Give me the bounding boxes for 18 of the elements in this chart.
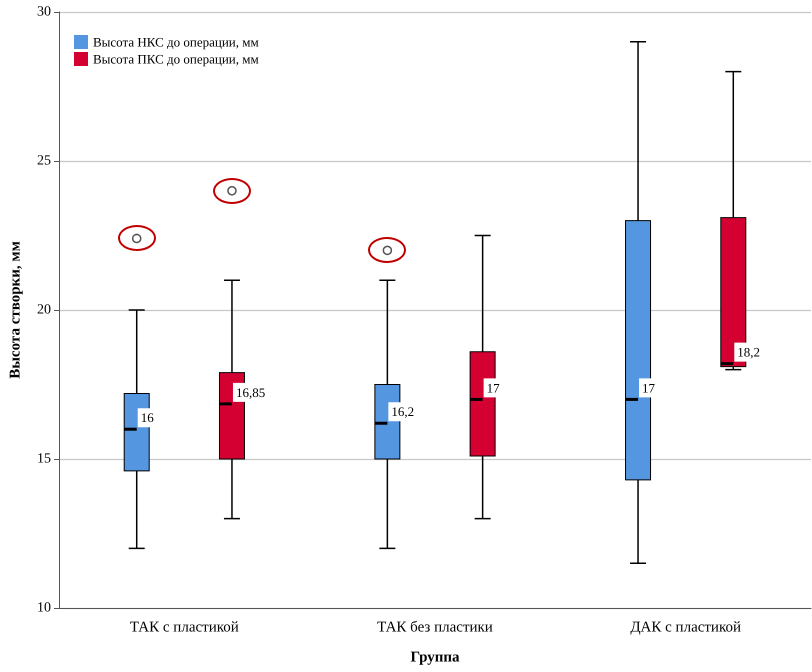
- x-axis-title: Группа: [410, 650, 460, 666]
- text: 17: [642, 380, 656, 396]
- y-tick-label: 25: [37, 154, 51, 168]
- legend-label: Высота НКС до операции, мм: [93, 34, 259, 50]
- text: 16,85: [236, 384, 266, 400]
- text: 18,2: [737, 344, 760, 360]
- y-tick-label: 15: [37, 452, 51, 466]
- text: 17: [486, 380, 500, 396]
- y-tick-label: 30: [37, 4, 51, 20]
- y-tick-label: 10: [37, 600, 51, 616]
- y-tick-label: 20: [37, 302, 51, 318]
- x-tick-label: ДАК с пластикой: [630, 620, 742, 636]
- x-tick-label: ТАК с пластикой: [130, 620, 239, 636]
- text: 16: [140, 410, 154, 426]
- text: 16,2: [391, 404, 414, 420]
- y-axis-title: Высота створки, мм: [8, 241, 24, 379]
- x-tick-label: ТАК без пластики: [377, 620, 493, 636]
- legend-label: Высота ПКС до операции, мм: [93, 52, 259, 66]
